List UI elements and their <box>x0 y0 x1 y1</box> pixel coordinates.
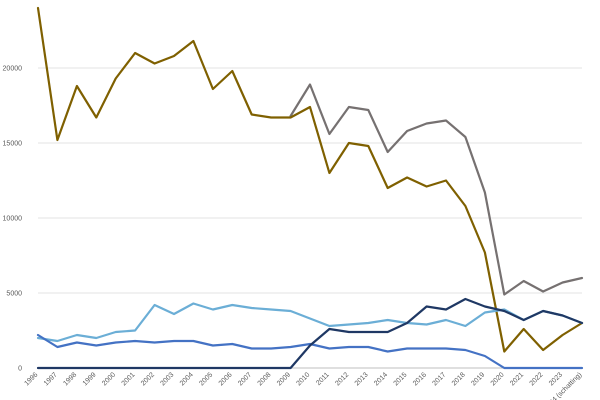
x-tick-label: 2017 <box>431 371 447 387</box>
x-tick-label: 2002 <box>140 371 156 387</box>
x-tick-label: 2010 <box>295 371 311 387</box>
x-tick-label: 2015 <box>393 371 409 387</box>
x-tick-label: 2007 <box>237 371 253 387</box>
x-tick-label: 2013 <box>354 371 370 387</box>
x-tick-label: 1996 <box>23 371 39 387</box>
y-tick-label: 5000 <box>6 291 22 298</box>
series-line-3 <box>36 302 584 343</box>
x-tick-label: 2005 <box>198 371 214 387</box>
x-tick-label: 2020 <box>490 371 506 387</box>
series-lines <box>36 6 584 370</box>
y-axis-ticks: 0 5000 10000 15000 20000 <box>3 66 23 373</box>
x-tick-label: 2009 <box>276 371 292 387</box>
series-line-1 <box>289 83 584 296</box>
x-tick-label: 2001 <box>121 371 137 387</box>
y-tick-label: 10000 <box>3 216 23 223</box>
y-tick-label: 15000 <box>3 141 23 148</box>
series-line-2 <box>36 6 584 353</box>
x-tick-label: 2016 <box>412 371 428 387</box>
x-tick-label: 2011 <box>315 371 331 387</box>
x-tick-label: 2014 <box>373 371 389 387</box>
x-tick-label: 2006 <box>218 371 234 387</box>
x-tick-label: 2000 <box>101 371 117 387</box>
x-tick-label: 2004 <box>179 371 195 387</box>
x-tick-label: 1999 <box>82 371 98 387</box>
x-tick-label: 1998 <box>62 371 78 387</box>
x-tick-label: 1997 <box>43 371 59 387</box>
gridlines <box>38 67 582 369</box>
x-tick-label: 2022 <box>529 371 545 387</box>
x-tick-label: 2018 <box>451 371 467 387</box>
y-tick-label: 20000 <box>3 66 23 73</box>
x-tick-label: 2008 <box>257 371 273 387</box>
x-tick-label: 2012 <box>334 371 350 387</box>
series-line-5 <box>36 297 584 370</box>
x-tick-label: 2019 <box>470 371 486 387</box>
x-tick-label: 2021 <box>509 371 525 387</box>
x-tick-label: 2023 <box>548 371 564 387</box>
series-line-4 <box>36 333 584 370</box>
x-tick-label: 2003 <box>159 371 175 387</box>
y-tick-label: 0 <box>18 366 22 373</box>
x-axis-ticks: 1996 1997 1998 1999 2000 2001 2002 2003 2004 2005… <box>23 371 583 400</box>
